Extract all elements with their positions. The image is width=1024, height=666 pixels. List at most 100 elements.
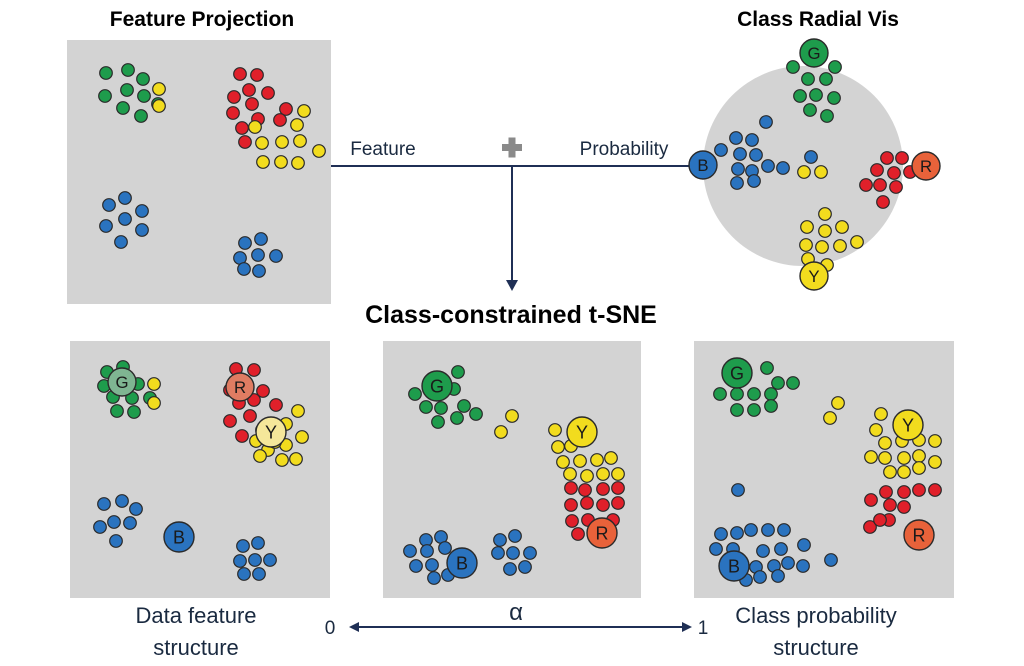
cp-blue-point: [753, 570, 767, 584]
rv-red-point: [887, 166, 901, 180]
rv-red-anchor-letter: R: [920, 157, 932, 176]
mx-yellow-point: [563, 467, 577, 481]
cp-blue-point: [797, 538, 811, 552]
cp-blue-point: [731, 483, 745, 497]
cp-blue-point: [771, 569, 785, 583]
feature-label: Feature: [350, 139, 415, 160]
cp-blue-point: [744, 523, 758, 537]
df-yellow-point: [147, 377, 161, 391]
fp-green-point: [121, 63, 135, 77]
cp-blue-point: [781, 556, 795, 570]
rv-yellow-point: [850, 235, 864, 249]
df-blue-point: [123, 516, 137, 530]
cp-red-point: [897, 500, 911, 514]
fp-red-point: [242, 83, 256, 97]
fp-blue-point: [99, 219, 113, 233]
fp-green-point: [98, 89, 112, 103]
right-caption-line1: Class probability: [735, 603, 896, 628]
rv-green-point: [809, 88, 823, 102]
mx-blue-point: [403, 544, 417, 558]
fp-red-point: [226, 106, 240, 120]
cp-red-point: [897, 485, 911, 499]
cp-red-point: [928, 483, 942, 497]
cp-yellow-point: [912, 461, 926, 475]
df-yellow-point: [295, 430, 309, 444]
cp-red-point: [912, 483, 926, 497]
rv-yellow-anchor-letter: Y: [808, 267, 819, 286]
cp-yellow-point: [831, 396, 845, 410]
fp-yellow-point: [152, 99, 166, 113]
rv-green-point: [827, 91, 841, 105]
fp-red-point: [250, 68, 264, 82]
cp-green-point: [760, 361, 774, 375]
cp-blue-anchor-letter: B: [728, 556, 740, 576]
mx-blue-point: [518, 560, 532, 574]
df-blue-point: [263, 553, 277, 567]
mx-red-anchor: R: [586, 517, 618, 549]
rv-yellow-point: [799, 238, 813, 252]
mx-yellow-point: [611, 467, 625, 481]
df-yellow-anchor: Y: [255, 416, 287, 448]
df-red-point: [243, 409, 257, 423]
rv-red-point: [889, 180, 903, 194]
df-red-anchor-circle: [225, 372, 255, 402]
cp-red-point: [879, 485, 893, 499]
fp-yellow-point: [312, 144, 326, 158]
cp-blue-anchor: B: [718, 550, 750, 582]
df-red-anchor: R: [225, 372, 255, 402]
mx-yellow-point: [573, 454, 587, 468]
rv-red-point: [873, 178, 887, 192]
rv-yellow-point: [815, 240, 829, 254]
cp-yellow-point: [912, 449, 926, 463]
fp-red-point: [227, 90, 241, 104]
rv-blue-point: [804, 150, 818, 164]
rv-blue-point: [759, 115, 773, 129]
cp-green-point: [747, 403, 761, 417]
cp-yellow-anchor: Y: [892, 409, 924, 441]
mx-red-point: [596, 482, 610, 496]
rv-blue-point: [731, 162, 745, 176]
df-blue-point: [233, 554, 247, 568]
df-yellow-point: [275, 453, 289, 467]
cp-blue-point: [756, 544, 770, 558]
mx-blue-point: [523, 546, 537, 560]
fp-red-point: [279, 102, 293, 116]
mx-yellow-anchor: Y: [566, 416, 598, 448]
mx-red-point: [571, 527, 585, 541]
df-blue-point: [129, 502, 143, 516]
rv-yellow-point: [814, 165, 828, 179]
cp-yellow-point: [897, 451, 911, 465]
rv-blue-anchor-circle: [688, 150, 718, 180]
alpha-axis-right-head: [682, 622, 692, 632]
cp-red-point: [864, 493, 878, 507]
cp-green-point: [764, 387, 778, 401]
cp-yellow-point: [928, 455, 942, 469]
rv-blue-point: [776, 161, 790, 175]
df-blue-point: [109, 534, 123, 548]
df-yellow-anchor-letter: Y: [265, 422, 277, 442]
down-arrow-head: [506, 280, 518, 291]
cp-blue-point: [730, 526, 744, 540]
mx-green-point: [451, 365, 465, 379]
rv-blue-point: [745, 133, 759, 147]
mx-blue-anchor-letter: B: [456, 553, 468, 573]
rv-yellow-point: [835, 220, 849, 234]
mx-yellow-point: [494, 425, 508, 439]
left-caption-line2: structure: [153, 635, 239, 660]
mx-red-point: [564, 498, 578, 512]
cp-blue-point: [777, 523, 791, 537]
mx-green-anchor-letter: G: [430, 376, 444, 396]
rv-blue-anchor-letter: B: [697, 156, 708, 175]
alpha-symbol: α: [509, 599, 523, 626]
scatter-dots: [93, 60, 942, 587]
mx-green-point: [457, 399, 471, 413]
mx-blue-anchor-circle: [446, 547, 478, 579]
rv-blue-point: [730, 176, 744, 190]
rv-blue-anchor: B: [688, 150, 718, 180]
mx-blue-point: [409, 559, 423, 573]
fp-blue-point: [252, 264, 266, 278]
cp-blue-point: [796, 559, 810, 573]
mx-blue-point: [425, 558, 439, 572]
cp-green-point: [764, 399, 778, 413]
rv-yellow-anchor: Y: [799, 261, 829, 291]
